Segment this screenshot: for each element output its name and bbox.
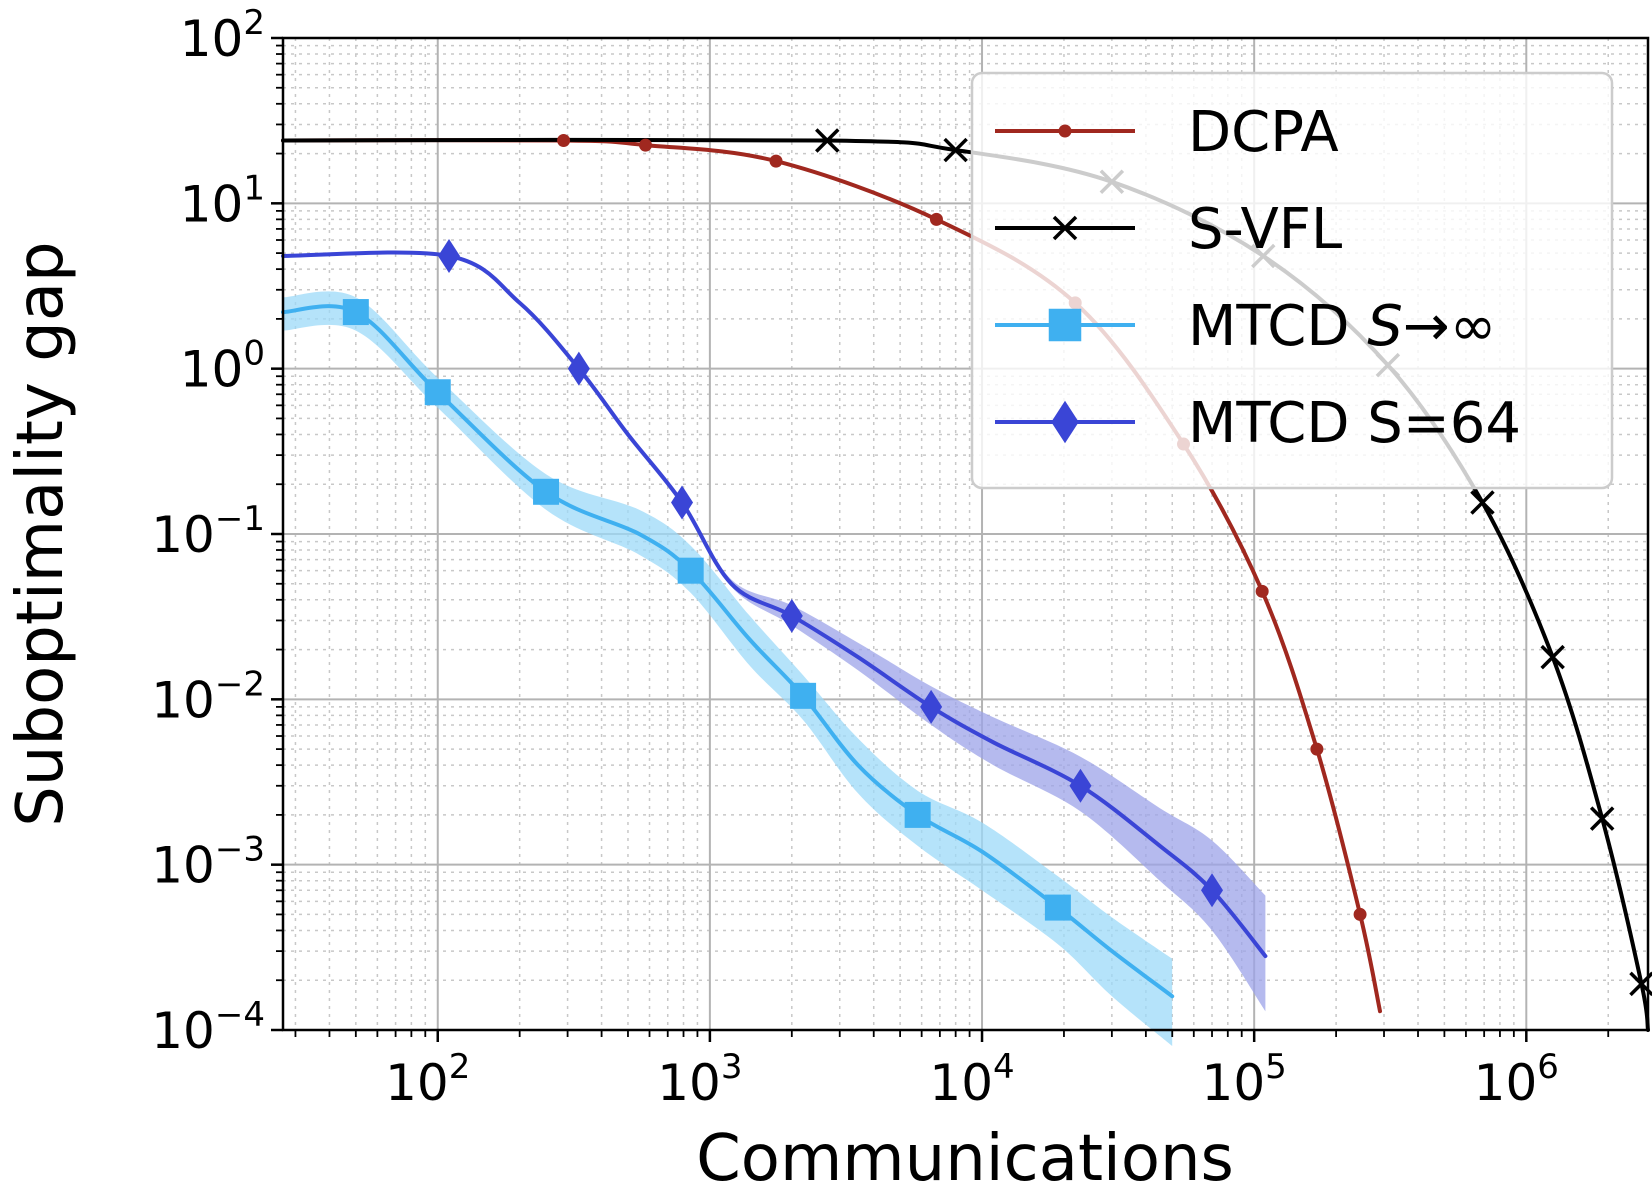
marker-mtcd-s bbox=[342, 299, 369, 326]
legend-marker bbox=[1051, 400, 1079, 444]
x-axis-title: Communications bbox=[696, 1122, 1234, 1196]
legend-marker bbox=[1052, 215, 1078, 241]
legend-marker bbox=[1048, 308, 1082, 342]
legend-label: MTCD S→∞ bbox=[1188, 294, 1496, 359]
legend-entry: MTCD S=64 bbox=[995, 391, 1521, 456]
marker-dcpa bbox=[929, 212, 943, 226]
marker-mtcd-s bbox=[904, 801, 931, 828]
x-mark-stroke bbox=[1470, 490, 1495, 515]
legend-label: S-VFL bbox=[1188, 197, 1342, 262]
legend-entry: DCPA bbox=[995, 100, 1339, 165]
y-tick-label: 10−1 bbox=[151, 499, 265, 564]
x-mark-stroke bbox=[1589, 806, 1615, 831]
legend-entry: MTCD S→∞ bbox=[995, 294, 1496, 359]
x-tick-label: 103 bbox=[657, 1047, 742, 1112]
marker-s-vfl bbox=[1589, 806, 1615, 831]
x-mark-stroke bbox=[815, 128, 840, 153]
legend-box bbox=[970, 71, 1614, 490]
y-tick-label: 100 bbox=[180, 334, 265, 399]
marker-mtcd-s bbox=[533, 478, 560, 505]
marker-mtcd-s-64 bbox=[671, 485, 694, 520]
marker-mtcd-s bbox=[677, 557, 704, 584]
marker-dcpa bbox=[1255, 584, 1269, 598]
marker-s-vfl bbox=[1540, 644, 1565, 670]
legend-entry: S-VFL bbox=[995, 197, 1342, 262]
series-markers bbox=[342, 128, 1652, 997]
marker-dcpa bbox=[1310, 742, 1324, 756]
x-tick-label: 105 bbox=[1202, 1047, 1287, 1112]
marker-mtcd-s-64 bbox=[1069, 768, 1092, 803]
marker-s-vfl bbox=[1470, 490, 1495, 515]
marker-dcpa bbox=[1353, 907, 1367, 921]
marker-mtcd-s-64 bbox=[920, 689, 943, 724]
marker-mtcd-s-64 bbox=[1201, 873, 1224, 908]
x-tick-label: 104 bbox=[929, 1047, 1014, 1112]
y-axis-title: Suboptimality gap bbox=[4, 241, 78, 826]
y-tick-label: 101 bbox=[180, 168, 265, 233]
x-tick-label: 102 bbox=[385, 1047, 470, 1112]
marker-mtcd-s-64 bbox=[780, 598, 803, 633]
band-mtcd-s bbox=[283, 291, 1173, 1046]
legend-marker bbox=[1058, 124, 1072, 138]
marker-dcpa bbox=[769, 154, 783, 168]
y-tick-label: 10−4 bbox=[151, 995, 265, 1060]
line-mtcd-s-64 bbox=[281, 250, 1268, 959]
confidence-bands bbox=[283, 252, 1266, 1046]
marker-mtcd-s bbox=[424, 379, 451, 406]
marker-dcpa bbox=[557, 133, 571, 147]
y-tick-label: 10−2 bbox=[151, 664, 265, 729]
marker-mtcd-s bbox=[1044, 894, 1071, 921]
marker-dcpa bbox=[639, 138, 653, 152]
x-mark-stroke bbox=[1052, 215, 1078, 241]
tick-labels: 102 103 104 105 106 102 101 100 10−1 10−2 10−3 10−4 bbox=[151, 3, 1559, 1112]
legend: DCPA S-VFL MTCD S→∞ MTCD S=64 bbox=[970, 71, 1614, 490]
x-mark-stroke bbox=[1540, 644, 1565, 670]
y-tick-label: 10−3 bbox=[151, 830, 265, 895]
x-tick-label: 106 bbox=[1474, 1047, 1559, 1112]
marker-mtcd-s-64 bbox=[438, 239, 461, 274]
marker-mtcd-s-64 bbox=[567, 351, 590, 386]
legend-label: DCPA bbox=[1188, 100, 1339, 165]
y-tick-label: 102 bbox=[180, 3, 265, 68]
marker-s-vfl bbox=[943, 137, 968, 163]
legend-label: MTCD S=64 bbox=[1188, 391, 1521, 456]
marker-s-vfl bbox=[815, 128, 840, 153]
marker-mtcd-s bbox=[790, 682, 817, 709]
axis-ticks bbox=[271, 36, 1610, 1042]
x-mark-stroke bbox=[943, 137, 968, 163]
